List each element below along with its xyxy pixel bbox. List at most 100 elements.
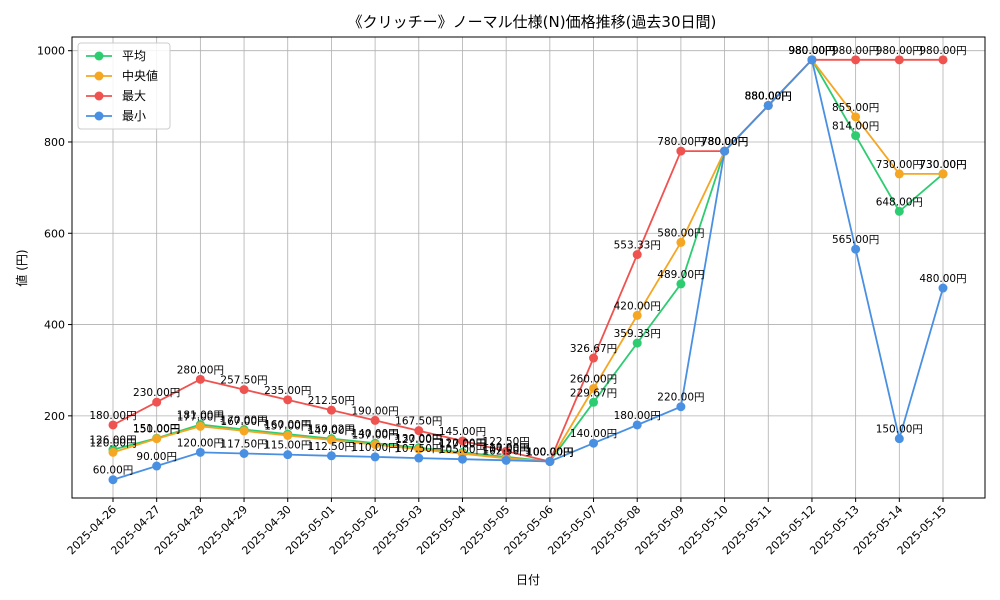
chart-title: 《クリッチー》ノーマル仕様(N)価格推移(過去30日間) <box>348 13 717 31</box>
data-point <box>283 430 293 440</box>
legend-label: 最小 <box>122 109 146 123</box>
data-label: 980.00円 <box>788 45 835 57</box>
data-point <box>632 310 642 320</box>
data-point <box>457 454 467 464</box>
data-point <box>894 55 904 65</box>
data-point <box>195 447 205 457</box>
data-point <box>326 451 336 461</box>
data-point <box>763 100 773 110</box>
y-tick-label: 600 <box>44 227 65 240</box>
data-label: 553.33円 <box>614 240 661 252</box>
data-label: 112.50円 <box>308 441 355 453</box>
data-label: 780.00円 <box>701 136 748 148</box>
grid-lines <box>72 37 985 498</box>
data-point <box>851 131 861 141</box>
data-point <box>370 452 380 462</box>
data-label: 980.00円 <box>832 45 879 57</box>
series-line <box>112 58 943 463</box>
data-label: 167.50円 <box>395 416 442 428</box>
legend-swatch-marker <box>94 111 104 121</box>
y-tick-label: 200 <box>44 410 65 423</box>
data-label: 780.00円 <box>701 136 748 148</box>
legend-item-2: 最大 <box>86 89 146 103</box>
data-label: 120.00円 <box>439 437 486 449</box>
data-label: 730.00円 <box>876 159 923 171</box>
series-0 <box>108 55 948 466</box>
data-point <box>108 420 118 430</box>
data-point <box>894 206 904 216</box>
data-point <box>720 146 730 156</box>
data-label: 115.00円 <box>264 440 311 452</box>
data-label: 580.00円 <box>657 227 704 239</box>
data-label: 181.00円 <box>177 410 224 422</box>
series-2 <box>108 55 948 466</box>
data-label: 140.00円 <box>351 428 398 440</box>
y-axis-label: 値 (円) <box>14 249 29 286</box>
data-label: 105.00円 <box>439 444 486 456</box>
data-label: 880.00円 <box>745 90 792 102</box>
data-label: 880.00円 <box>745 90 792 102</box>
data-point <box>326 435 336 445</box>
data-label: 880.00円 <box>745 90 792 102</box>
data-label: 150.00円 <box>876 424 923 436</box>
data-label: 130.00円 <box>395 433 442 445</box>
legend-swatch-marker <box>94 51 104 61</box>
data-label: 730.00円 <box>919 159 966 171</box>
data-point <box>414 444 424 454</box>
data-label: 980.00円 <box>788 45 835 57</box>
data-label: 117.50円 <box>220 438 267 450</box>
data-label: 565.00円 <box>832 234 879 246</box>
data-point <box>851 244 861 254</box>
data-point <box>938 169 948 179</box>
data-label: 110.00円 <box>351 442 398 454</box>
data-label: 127.00円 <box>395 434 442 446</box>
data-point <box>239 426 249 436</box>
data-label: 229.67円 <box>570 387 617 399</box>
data-label: 145.00円 <box>439 426 486 438</box>
data-label: 117.00円 <box>439 439 486 451</box>
data-point <box>938 55 948 65</box>
data-label: 489.00円 <box>657 269 704 281</box>
data-point <box>851 112 861 122</box>
data-point <box>938 283 948 293</box>
data-label: 648.00円 <box>876 196 923 208</box>
data-label: 780.00円 <box>657 136 704 148</box>
data-label: 90.00円 <box>136 451 177 463</box>
data-point <box>807 55 817 65</box>
data-point <box>589 383 599 393</box>
series-line <box>112 57 944 481</box>
data-label: 110.00円 <box>483 442 530 454</box>
data-label: 100.00円 <box>526 446 573 458</box>
data-label: 150.00円 <box>133 424 180 436</box>
data-label: 60.00円 <box>93 465 134 477</box>
data-point <box>195 421 205 431</box>
data-label: 180.00円 <box>614 410 661 422</box>
series-line <box>112 58 943 463</box>
data-point <box>632 420 642 430</box>
data-label: 151.00円 <box>133 423 180 435</box>
data-point <box>589 353 599 363</box>
data-point <box>632 250 642 260</box>
data-point <box>239 448 249 458</box>
data-point <box>894 169 904 179</box>
data-point <box>326 405 336 415</box>
data-label: 420.00円 <box>614 300 661 312</box>
data-point <box>632 338 642 348</box>
data-label: 157.00円 <box>264 420 311 432</box>
legend-item-3: 最小 <box>86 109 146 123</box>
series-1 <box>108 55 948 466</box>
data-label: 220.00円 <box>657 392 704 404</box>
data-label: 120.00円 <box>177 437 224 449</box>
data-label: 326.67円 <box>570 343 617 355</box>
data-point <box>676 279 686 289</box>
data-label: 120.00円 <box>89 437 136 449</box>
series-line <box>112 58 944 463</box>
data-point <box>152 397 162 407</box>
legend-swatch-marker <box>94 71 104 81</box>
legend-label: 中央値 <box>122 68 158 83</box>
data-label: 980.00円 <box>876 45 923 57</box>
data-label: 980.00円 <box>919 45 966 57</box>
data-label: 180.00円 <box>89 410 136 422</box>
